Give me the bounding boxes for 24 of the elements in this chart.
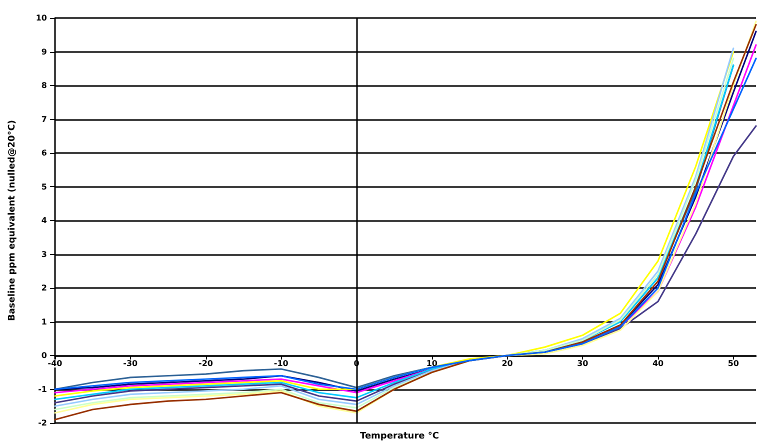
y-tick-label: -1 [38,384,48,394]
x-tick-label: -20 [198,359,214,368]
y-tick-label: 5 [41,182,48,192]
x-tick-label: 10 [426,359,438,368]
y-tick-label: -2 [38,418,47,428]
y-axis-title: Baseline ppm equivalent (nulled@20°C) [8,120,18,322]
x-tick-label: -40 [48,359,63,368]
x-tick-label: 30 [577,359,589,368]
y-tick-label: 3 [41,250,47,259]
y-tick-label: 6 [41,148,48,158]
y-tick-label: 7 [41,114,47,124]
y-tick-label: 1 [41,317,48,326]
x-tick-label: 50 [728,359,740,368]
y-tick-label: 8 [41,81,48,90]
x-tick-label: -10 [274,359,289,368]
x-tick-label: 20 [502,359,514,368]
y-tick-label: 9 [41,47,48,56]
y-tick-label: 0 [41,351,48,360]
x-tick-label: -30 [123,359,138,368]
x-axis-title: Temperature °C [360,432,440,442]
y-tick-label: 2 [41,284,47,292]
y-tick-label: 10 [36,14,48,22]
x-tick-label: 40 [652,359,664,368]
y-tick-label: 4 [41,216,48,225]
